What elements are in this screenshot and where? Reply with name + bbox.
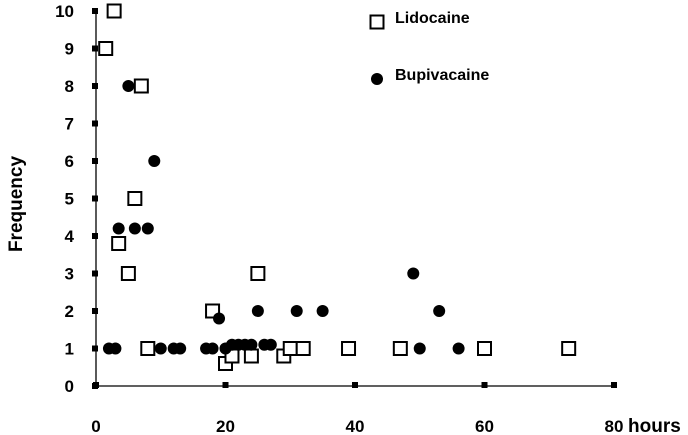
y-tick-label: 10: [55, 2, 74, 21]
x-tick-label: 40: [346, 417, 365, 435]
lidocaine-point: [106, 3, 122, 19]
x-tick-label: 20: [216, 417, 235, 435]
x-tick-mark: [611, 382, 617, 388]
y-tick-label: 6: [65, 152, 74, 171]
bupivacaine-point: [174, 342, 187, 355]
bupivacaine-point: [154, 342, 167, 355]
x-tick-mark: [93, 382, 99, 388]
bupivacaine-point: [112, 222, 125, 235]
x-axis-title: hours: [628, 416, 681, 435]
bupivacaine-point: [109, 342, 122, 355]
y-tick-label: 8: [65, 77, 74, 96]
bupivacaine-point: [264, 338, 277, 351]
y-tick-mark: [92, 345, 98, 352]
bupivacaine-point: [122, 80, 135, 92]
y-tick-mark: [92, 195, 98, 202]
bupivacaine-point: [433, 305, 446, 317]
bupivacaine-point: [290, 305, 303, 317]
y-tick-label: 2: [65, 302, 74, 321]
lidocaine-point: [561, 341, 577, 356]
lidocaine-point: [111, 236, 127, 251]
bupivacaine-point: [413, 342, 426, 355]
y-tick-mark: [92, 83, 98, 89]
bupivacaine-point: [213, 312, 226, 325]
lidocaine-point: [282, 341, 298, 356]
y-tick-label: 3: [65, 265, 74, 284]
legend-label-lidocaine: Lidocaine: [395, 10, 470, 27]
legend: Lidocaine Bupivacaine: [369, 10, 489, 85]
bupivacaine-point: [141, 222, 154, 235]
x-tick-mark: [222, 382, 229, 388]
x-tick-label: 80: [605, 417, 624, 435]
y-tick-mark: [92, 270, 98, 277]
x-tick-mark: [481, 382, 488, 388]
bupivacaine-point: [206, 342, 219, 355]
x-tick-label: 0: [91, 417, 100, 435]
bupivacaine-point: [128, 222, 141, 235]
lidocaine-point: [341, 341, 357, 356]
lidocaine-point: [133, 78, 149, 94]
y-tick-mark: [92, 45, 98, 52]
lidocaine-point: [127, 191, 143, 206]
lidocaine-point: [250, 266, 266, 281]
bupivacaine-point: [316, 305, 329, 317]
y-tick-label: 1: [65, 340, 74, 359]
lidocaine-point: [295, 341, 311, 356]
y-tick-label: 0: [65, 377, 74, 396]
lidocaine-point: [140, 341, 156, 356]
y-tick-label: 9: [65, 40, 74, 59]
y-tick-mark: [92, 308, 98, 314]
x-tick-mark: [352, 382, 358, 388]
lidocaine-point: [98, 41, 114, 56]
y-tick-mark: [92, 158, 98, 164]
bupivacaine-point: [245, 338, 258, 351]
bupivacaine-point: [452, 342, 465, 355]
lidocaine-point: [392, 341, 408, 356]
legend-label-bupivacaine: Bupivacaine: [395, 67, 489, 84]
data-points: [98, 3, 577, 371]
bupivacaine-point: [251, 305, 264, 317]
y-tick-label: 7: [65, 115, 74, 134]
y-tick-label: 4: [65, 227, 75, 246]
y-tick-mark: [92, 120, 98, 127]
y-tick-mark: [92, 8, 98, 14]
lidocaine-point: [120, 266, 136, 281]
y-tick-label: 5: [65, 190, 74, 209]
y-ticks: 0 1 2 3 4 5 6 7 8 9 10: [55, 2, 98, 396]
lidocaine-point: [243, 348, 259, 364]
bupivacaine-point: [407, 267, 420, 280]
x-tick-label: 60: [475, 417, 494, 435]
y-axis-title: Frequency: [6, 156, 27, 253]
legend-marker-bupivacaine: [371, 73, 383, 85]
y-tick-mark: [92, 233, 98, 239]
lidocaine-point: [477, 341, 492, 356]
x-ticks: 0 20 40 60 80: [91, 382, 623, 435]
bupivacaine-point: [148, 155, 161, 167]
legend-marker-lidocaine: [369, 14, 385, 30]
